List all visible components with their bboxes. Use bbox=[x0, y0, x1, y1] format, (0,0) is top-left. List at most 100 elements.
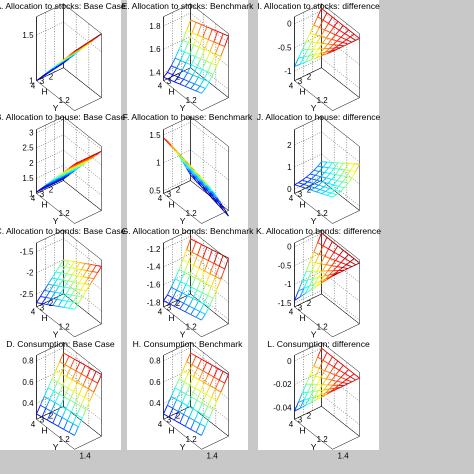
surface-mesh-line bbox=[191, 364, 198, 369]
surface-mesh-line bbox=[314, 187, 321, 191]
surface-mesh-line bbox=[207, 397, 212, 407]
surface-mesh-line bbox=[313, 365, 320, 369]
z-tick-label: -1.5 bbox=[20, 247, 34, 256]
surface-mesh-line bbox=[335, 255, 340, 261]
surface-mesh-line bbox=[313, 24, 320, 28]
surface-mesh-line bbox=[322, 360, 329, 365]
z-tick-label: 2 bbox=[287, 141, 292, 150]
surface-mesh-line bbox=[63, 58, 70, 64]
surface-mesh-line bbox=[86, 376, 93, 381]
surface-mesh-line bbox=[204, 373, 209, 383]
surface-mesh-line bbox=[180, 272, 185, 282]
surface-mesh-line bbox=[323, 274, 330, 277]
surface-mesh-line bbox=[316, 377, 322, 385]
surface-mesh-line bbox=[334, 186, 339, 191]
y-tick-label: 1.2 bbox=[317, 322, 329, 331]
surface-mesh-line bbox=[174, 76, 179, 83]
surface-mesh-line bbox=[52, 305, 59, 307]
surface-mesh-line bbox=[41, 185, 47, 189]
surface-mesh-line bbox=[339, 254, 346, 259]
z-tick-label: 0 bbox=[287, 185, 292, 194]
surface-mesh-line bbox=[64, 172, 71, 178]
surface-mesh-line bbox=[329, 31, 336, 36]
surface-mesh-line bbox=[204, 39, 209, 50]
surface-mesh-line bbox=[219, 265, 225, 270]
surface-mesh-line bbox=[329, 372, 336, 376]
axes-background bbox=[127, 111, 248, 225]
surface-mesh-line bbox=[343, 383, 349, 386]
surface-mesh-line bbox=[203, 295, 209, 305]
surface-mesh-line bbox=[314, 48, 319, 55]
surface-mesh-line bbox=[193, 173, 200, 180]
surface-mesh-line bbox=[194, 77, 199, 85]
surface-mesh-line bbox=[301, 41, 307, 51]
surface-mesh-line bbox=[203, 406, 209, 416]
surface-mesh-line bbox=[321, 347, 328, 353]
surface-mesh-line bbox=[309, 185, 315, 189]
surface-mesh-line bbox=[72, 50, 78, 54]
surface-mesh-line bbox=[96, 264, 102, 267]
surface-mesh-line bbox=[313, 165, 318, 171]
surface-mesh-line bbox=[163, 294, 168, 301]
surface-mesh-line bbox=[222, 370, 229, 375]
x-tick-label: 4 bbox=[31, 194, 36, 203]
surface-mesh-line bbox=[325, 48, 330, 53]
surface-mesh-line bbox=[55, 291, 61, 294]
surface-mesh-line bbox=[322, 245, 329, 250]
surface-mesh-line bbox=[314, 368, 320, 377]
surface-mesh-line bbox=[318, 19, 324, 28]
surface-mesh-line bbox=[314, 254, 320, 264]
surface-mesh-line bbox=[43, 387, 49, 397]
surface-mesh-line bbox=[346, 379, 352, 383]
surface-mesh-line bbox=[339, 162, 344, 170]
surface-mesh-line bbox=[63, 388, 69, 398]
surface-mesh-line bbox=[339, 369, 346, 374]
surface-mesh-line bbox=[322, 378, 327, 386]
surface-mesh-line bbox=[207, 71, 214, 75]
surface-mesh-line bbox=[174, 278, 181, 283]
surface-mesh-line bbox=[315, 281, 321, 287]
surface-mesh-line bbox=[303, 49, 309, 58]
surface-mesh-line bbox=[75, 164, 82, 170]
surface-mesh-line bbox=[353, 373, 360, 379]
surface-mesh-line bbox=[178, 49, 185, 53]
surface-mesh-line bbox=[314, 394, 321, 398]
surface-mesh-line bbox=[315, 394, 321, 401]
surface-mesh-line bbox=[344, 369, 349, 374]
surface-mesh-line bbox=[303, 55, 310, 58]
surface-mesh-line bbox=[58, 385, 64, 395]
surface-mesh-line bbox=[192, 408, 199, 413]
x-tick-label: 2 bbox=[49, 186, 54, 195]
surface-mesh-line bbox=[344, 33, 351, 38]
surface-mesh-line bbox=[335, 369, 340, 376]
surface-mesh-line bbox=[303, 183, 310, 187]
surface-mesh-line bbox=[65, 399, 71, 410]
surface-mesh-line bbox=[318, 270, 323, 278]
surface-mesh-line bbox=[79, 45, 86, 51]
surface-mesh-line bbox=[76, 295, 83, 298]
surface-mesh-line bbox=[305, 59, 311, 63]
chart-title: K. Allocation to bonds: difference bbox=[256, 226, 381, 236]
surface-mesh-line bbox=[53, 278, 58, 286]
surface-mesh-line bbox=[72, 274, 78, 277]
surface-mesh-line bbox=[166, 65, 172, 73]
surface-mesh-line bbox=[320, 35, 327, 39]
surface-mesh-line bbox=[93, 152, 98, 156]
surface-mesh-line bbox=[196, 58, 202, 68]
surface-mesh-line bbox=[311, 376, 316, 385]
surface-mesh-line bbox=[328, 167, 335, 169]
y-tick-label: 1.2 bbox=[59, 435, 71, 444]
surface-mesh-line bbox=[182, 39, 189, 44]
surface-mesh-line bbox=[52, 422, 59, 427]
surface-mesh-line bbox=[192, 74, 199, 78]
x-tick-label: 4 bbox=[158, 308, 163, 317]
surface-mesh-line bbox=[338, 44, 345, 47]
surface-mesh-line bbox=[195, 172, 201, 177]
surface-mesh-line bbox=[64, 396, 71, 401]
surface-mesh-line bbox=[70, 168, 77, 174]
surface-mesh-line bbox=[186, 238, 191, 250]
z-tick-label: 1 bbox=[156, 159, 161, 168]
surface-mesh-line bbox=[176, 399, 183, 404]
surface-mesh-line bbox=[224, 258, 229, 270]
surface-mesh-line bbox=[81, 409, 87, 419]
